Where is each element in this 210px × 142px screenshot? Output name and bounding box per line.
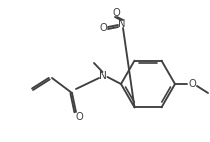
Text: N: N xyxy=(118,19,126,29)
Text: O: O xyxy=(75,112,83,122)
Text: O: O xyxy=(188,79,196,89)
Text: O: O xyxy=(112,8,120,18)
Text: N: N xyxy=(99,71,107,81)
Text: O: O xyxy=(99,23,107,33)
